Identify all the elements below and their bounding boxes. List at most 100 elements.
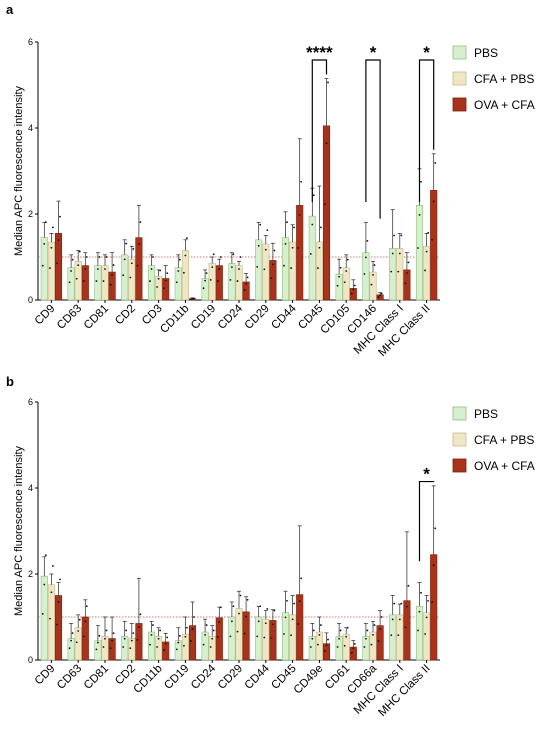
data-point-cd44-cfa-pbs <box>291 246 294 249</box>
significance-bracket-cd45 <box>311 59 328 202</box>
data-point-cd81-pbs <box>97 641 99 644</box>
data-point-cd9-ova-cfa <box>56 262 58 265</box>
bar-cd81-cfa-pbs <box>101 636 109 661</box>
bar-cd146-pbs <box>362 252 370 301</box>
x-tick-label-cd44: CD44 <box>269 302 299 332</box>
bar-cd29-ova-cfa <box>242 611 250 661</box>
data-point-cd44-ova-cfa <box>273 609 276 612</box>
data-point-cd44-pbs <box>257 620 260 623</box>
data-point-cd45-cfa-pbs <box>290 634 292 637</box>
data-point-cd105-cfa-pbs <box>345 270 348 272</box>
data-point-cd105-ova-cfa <box>352 288 355 291</box>
data-point-cd146-cfa-pbs <box>373 264 376 266</box>
data-point-cd61-ova-cfa <box>352 647 355 650</box>
data-point-cd19-cfa-pbs <box>186 626 188 629</box>
data-point-cd9-cfa-pbs <box>52 565 54 567</box>
data-point-cd63-pbs <box>71 258 74 261</box>
data-point-cd81-pbs <box>98 634 101 637</box>
data-point-cd44-pbs <box>256 635 259 638</box>
significance-label-mhc-class-ii: * <box>423 43 430 62</box>
data-point-cd24-pbs <box>205 624 208 626</box>
bar-cd49e-cfa-pbs <box>315 631 323 661</box>
data-point-cd45-pbs <box>311 223 314 226</box>
data-point-cd2-ova-cfa <box>136 638 139 641</box>
bar-cd19-cfa-pbs <box>181 633 189 661</box>
data-point-cd63-ova-cfa <box>85 605 88 608</box>
bar-cd24-cfa-pbs <box>208 636 216 661</box>
legend-swatch-pbs <box>452 45 467 60</box>
data-point-mhc-class-i-pbs <box>393 602 396 605</box>
data-point-cd24-cfa-pbs <box>211 637 214 640</box>
data-point-cd19-cfa-pbs <box>184 635 187 638</box>
data-point-cd44-ova-cfa <box>272 623 274 626</box>
data-point-cd29-ova-cfa <box>270 277 273 280</box>
bar-cd24-cfa-pbs <box>235 265 243 301</box>
data-point-cd81-ova-cfa <box>112 632 115 635</box>
x-tick-label-cd105: CD105 <box>319 303 353 337</box>
x-tick-label-cd9: CD9 <box>33 303 58 328</box>
data-point-cd2-cfa-pbs <box>132 632 135 635</box>
data-point-cd2-cfa-pbs <box>132 248 135 250</box>
data-point-cd3-ova-cfa <box>163 287 166 290</box>
data-point-cd2-ova-cfa <box>138 626 140 629</box>
data-point-cd63-cfa-pbs <box>77 630 80 632</box>
bar-cd2-pbs <box>121 254 129 301</box>
x-tick-label-cd11b: CD11b <box>132 663 165 696</box>
data-point-cd29-ova-cfa <box>243 632 246 635</box>
y-tick-label: 4 <box>28 123 33 133</box>
data-point-mhc-class-ii-pbs <box>418 610 421 613</box>
legend-label-ova-cfa: OVA + CFA <box>474 459 535 473</box>
x-tick-label-cd19: CD19 <box>162 663 191 692</box>
data-point-mhc-class-i-cfa-pbs <box>397 634 400 637</box>
data-point-cd63-pbs <box>68 281 71 284</box>
bar-cd9-cfa-pbs <box>47 584 55 661</box>
data-point-cd9-cfa-pbs <box>49 617 51 620</box>
significance-label-mhc-class-ii: * <box>423 465 430 484</box>
x-tick-label-cd9: CD9 <box>33 663 58 688</box>
data-point-mhc-class-ii-cfa-pbs <box>424 633 426 635</box>
x-tick-label-cd24: CD24 <box>189 662 219 692</box>
data-point-mhc-class-i-ova-cfa <box>406 605 408 608</box>
data-point-mhc-class-i-cfa-pbs <box>397 270 400 273</box>
data-point-mhc-class-i-pbs <box>390 270 393 273</box>
bar-cd24-pbs <box>201 631 209 661</box>
data-point-cd66a-pbs <box>363 646 366 648</box>
data-point-cd3-pbs <box>152 256 154 258</box>
data-point-cd63-ova-cfa <box>85 256 88 258</box>
bar-mhc-class-i-ova-cfa <box>403 269 411 301</box>
data-point-cd49e-pbs <box>311 637 314 640</box>
data-point-cd11b-cfa-pbs <box>157 637 160 640</box>
bar-cd29-pbs <box>255 239 263 301</box>
data-point-cd29-cfa-pbs <box>263 268 266 271</box>
x-tick-label-cd29: CD29 <box>216 663 245 692</box>
data-point-cd11b-pbs <box>175 281 178 284</box>
data-point-mhc-class-ii-ova-cfa <box>431 238 434 241</box>
data-point-cd61-ova-cfa <box>353 642 356 645</box>
bar-cd66a-ova-cfa <box>376 625 384 661</box>
data-point-mhc-class-i-pbs <box>393 234 396 237</box>
bar-cd29-cfa-pbs <box>235 608 243 661</box>
data-point-cd81-pbs <box>98 256 101 258</box>
data-point-cd45-cfa-pbs <box>320 226 322 229</box>
data-point-cd24-pbs <box>202 643 205 646</box>
data-point-cd146-cfa-pbs <box>372 273 374 276</box>
x-tick-label-cd81: CD81 <box>82 303 111 332</box>
data-point-cd45-cfa-pbs <box>317 267 319 269</box>
data-point-mhc-class-i-pbs <box>391 618 394 621</box>
data-point-cd105-cfa-pbs <box>346 258 349 261</box>
bar-cd24-ova-cfa <box>242 281 250 301</box>
data-point-cd81-ova-cfa <box>111 273 113 276</box>
data-point-cd45-cfa-pbs <box>318 246 321 249</box>
chart-panel-a: Median APC fluorescence intensity 0 2 4 6 CD9… <box>13 37 535 359</box>
data-point-cd24-cfa-pbs <box>236 280 239 282</box>
data-point-cd11b-ova-cfa <box>163 649 166 651</box>
data-point-cd45-pbs <box>283 633 285 635</box>
bar-cd63-cfa-pbs <box>74 260 82 301</box>
data-point-cd63-ova-cfa <box>82 635 85 638</box>
x-tick-label-cd44: CD44 <box>243 662 273 692</box>
bar-cd45-ova-cfa <box>296 594 304 661</box>
data-point-cd9-cfa-pbs <box>49 267 51 269</box>
data-point-cd11b-ova-cfa <box>190 298 192 301</box>
bar-cd9-ova-cfa <box>54 233 63 301</box>
data-point-cd44-pbs <box>259 605 262 608</box>
